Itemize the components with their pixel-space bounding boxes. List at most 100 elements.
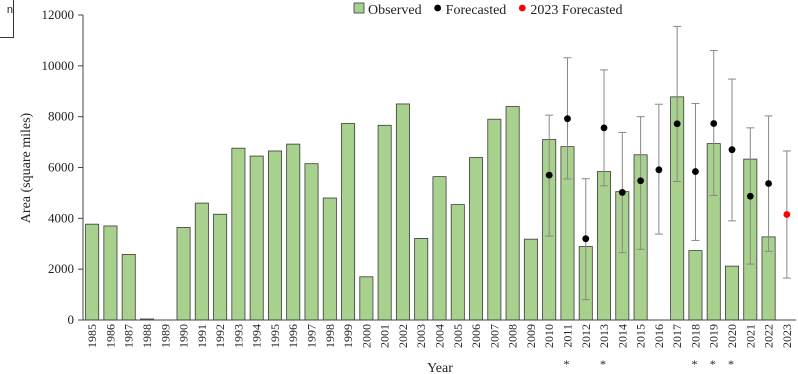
forecast-point-2020 (728, 146, 736, 154)
bar-2018 (688, 250, 703, 321)
x-tick-label: 2018 (688, 324, 702, 348)
x-tick-label: 2003 (414, 324, 428, 348)
x-tick-label: 1999 (341, 324, 355, 348)
x-tick-label: 2014 (615, 324, 629, 348)
forecast-point-2012 (582, 235, 590, 243)
forecast-points (545, 115, 791, 243)
x-tick-label: 1991 (195, 324, 209, 348)
x-tick-label: 2023 (780, 324, 794, 348)
bar-1994 (249, 155, 264, 321)
legend: Observed Forecasted 2023 Forecasted (353, 2, 622, 18)
bar-1992 (213, 213, 228, 321)
x-tick-label: 1992 (213, 324, 227, 348)
y-axis-title: Area (square miles) (19, 112, 34, 223)
bar-1987 (121, 254, 136, 321)
bar-1999 (341, 123, 356, 321)
bar-2001 (377, 124, 392, 321)
bar-1993 (231, 147, 246, 321)
forecast-point-2017 (673, 120, 681, 128)
y-tick-label: 0 (68, 312, 75, 327)
x-tick-label: 1985 (85, 324, 99, 348)
x-tick-star: * (691, 357, 697, 371)
forecast-point-2013 (600, 124, 608, 132)
x-tick-label: 2001 (378, 324, 392, 348)
bar-2007 (487, 118, 502, 321)
x-tick-label: 2011 (560, 324, 574, 348)
forecast-point-2015 (637, 177, 645, 185)
x-tick-label: 2002 (396, 324, 410, 348)
y-tick-label: 12000 (42, 7, 75, 22)
bar-2008 (505, 106, 520, 321)
bar-2003 (414, 238, 429, 321)
x-tick-label: 1997 (305, 324, 319, 348)
y-axis: 0 2000 4000 6000 8000 10000 12000 (42, 7, 84, 327)
bar-2006 (469, 157, 484, 321)
x-tick-star: * (710, 357, 716, 371)
bar-1995 (267, 150, 282, 321)
y-tick-label: 2000 (48, 261, 74, 276)
x-tick-label: 2000 (359, 324, 373, 348)
forecast-point-2019 (710, 120, 718, 127)
x-axis: 1985 1986 1987 1988 1989 1990 1991 1992 1993 1994… (83, 319, 796, 371)
bar-1990 (176, 227, 191, 321)
x-tick-label: 2006 (469, 324, 483, 348)
bar-1991 (194, 202, 209, 321)
x-tick-star: * (563, 357, 569, 371)
bar-2013 (597, 171, 612, 321)
x-tick-label: 1986 (103, 324, 117, 348)
x-tick-label: 2004 (433, 324, 447, 348)
x-tick-label: 2012 (579, 324, 593, 348)
legend-item: Forecasted (434, 3, 506, 18)
x-tick-label: 1993 (231, 324, 245, 348)
legend-swatch-bar (353, 2, 365, 14)
bar-2005 (450, 204, 465, 321)
bar-1986 (103, 225, 118, 321)
x-tick-label: 2021 (743, 324, 757, 348)
x-tick-label: 2013 (597, 324, 611, 348)
legend-item: 2023 Forecasted (518, 3, 622, 18)
y-tick-label: 8000 (48, 109, 74, 124)
x-axis-title: Year (427, 361, 453, 374)
x-tick-star: * (600, 357, 606, 371)
x-tick-label: 2016 (652, 324, 666, 348)
x-tick-label: 1990 (177, 324, 191, 348)
x-tick-label: 2009 (524, 324, 538, 348)
y-tick-label: 10000 (42, 58, 75, 73)
x-tick-label: 2005 (451, 324, 465, 348)
corner-fragment: n (0, 0, 14, 38)
x-tick-label: 1989 (158, 324, 172, 348)
bar-2000 (359, 276, 374, 321)
x-tick-label: 1996 (286, 324, 300, 348)
bars (85, 96, 776, 321)
x-tick-label: 2019 (707, 324, 721, 348)
x-tick-label: 1995 (268, 324, 282, 348)
x-tick-label: 2020 (725, 324, 739, 348)
forecast-point-2014 (618, 189, 626, 196)
forecast-point-2022 (765, 180, 772, 187)
bar-2009 (523, 238, 538, 321)
forecast-point-2011 (564, 115, 571, 123)
forecast-point-2018 (692, 168, 699, 175)
legend-swatch-dot (518, 4, 526, 12)
x-tick-label: 1988 (140, 324, 154, 348)
legend-label: 2023 Forecasted (530, 3, 622, 18)
bar-2002 (395, 103, 410, 321)
x-tick-label: 2022 (762, 324, 776, 348)
bar-1998 (322, 197, 337, 321)
bar-2020 (725, 265, 739, 321)
bar-1996 (286, 143, 301, 321)
bar-1985 (85, 223, 100, 321)
x-tick-label: 2015 (634, 324, 648, 348)
bar-2004 (432, 176, 447, 321)
legend-item: Observed (353, 2, 422, 18)
x-tick-label: 1998 (323, 324, 337, 348)
y-tick-label: 6000 (48, 160, 74, 175)
x-tick-label: 2008 (506, 324, 520, 348)
y-axis-title-group: Area (square miles) (19, 112, 34, 223)
x-tick-label: 1994 (250, 324, 264, 348)
forecast-point-2010 (545, 171, 553, 179)
forecast-point-2021 (746, 192, 754, 200)
x-tick-label: 2007 (487, 324, 501, 348)
bar-1997 (304, 163, 319, 321)
